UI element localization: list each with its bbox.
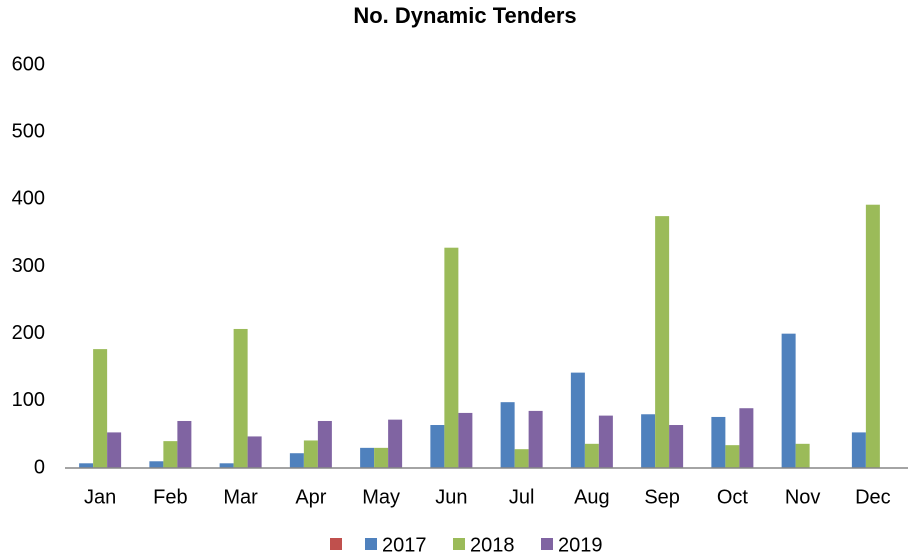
bar — [149, 461, 164, 468]
bar — [107, 432, 122, 468]
legend-marker — [330, 538, 342, 550]
bar — [219, 463, 234, 468]
bar — [289, 453, 304, 468]
bar — [233, 328, 248, 468]
x-tick-label: Jan — [84, 486, 116, 508]
y-tick-label: 400 — [12, 188, 45, 210]
bar — [851, 432, 866, 468]
legend-marker — [453, 538, 465, 550]
bar — [514, 449, 529, 468]
x-tick-label: Sep — [644, 486, 680, 508]
x-tick-label: Jun — [435, 486, 467, 508]
bar — [163, 441, 178, 468]
y-tick-label: 0 — [34, 456, 45, 478]
chart-title: No. Dynamic Tenders — [353, 3, 576, 28]
bar — [303, 440, 318, 468]
x-tick-label: Oct — [717, 486, 749, 508]
bar — [584, 443, 599, 468]
x-tick-label: May — [362, 486, 400, 508]
x-tick-label: Jul — [509, 486, 535, 508]
bar — [177, 420, 192, 468]
x-tick-label: Apr — [295, 486, 326, 508]
bar — [669, 425, 684, 468]
x-tick-label: Mar — [223, 486, 258, 508]
bar — [374, 447, 389, 468]
x-tick-label: Aug — [574, 486, 610, 508]
bar — [655, 216, 670, 468]
bar — [598, 415, 613, 468]
legend-marker — [365, 538, 377, 550]
y-tick-label: 200 — [12, 322, 45, 344]
x-tick-label: Nov — [785, 486, 821, 508]
bar — [725, 445, 740, 468]
bar — [430, 425, 445, 468]
legend-label: 2017 — [382, 534, 427, 556]
bar — [93, 349, 108, 468]
bar — [570, 372, 585, 468]
bar — [865, 204, 880, 468]
bar — [641, 414, 656, 468]
bar — [711, 416, 726, 468]
bar — [500, 402, 515, 468]
bar — [388, 419, 403, 468]
bar — [247, 436, 262, 468]
y-tick-label: 300 — [12, 255, 45, 277]
bar — [317, 420, 332, 468]
legend-label: 2019 — [558, 534, 603, 556]
bar — [528, 410, 543, 468]
bar — [79, 463, 94, 468]
bar — [795, 443, 810, 468]
legend-label: 2018 — [470, 534, 515, 556]
x-tick-label: Feb — [153, 486, 187, 508]
y-tick-label: 600 — [12, 53, 45, 75]
bar — [458, 412, 473, 468]
x-tick-label: Dec — [855, 486, 891, 508]
bar — [444, 247, 459, 468]
legend-marker — [541, 538, 553, 550]
bar — [360, 447, 375, 468]
bar — [739, 408, 754, 468]
y-tick-label: 100 — [12, 389, 45, 411]
bar — [781, 333, 796, 468]
y-tick-label: 500 — [12, 120, 45, 142]
